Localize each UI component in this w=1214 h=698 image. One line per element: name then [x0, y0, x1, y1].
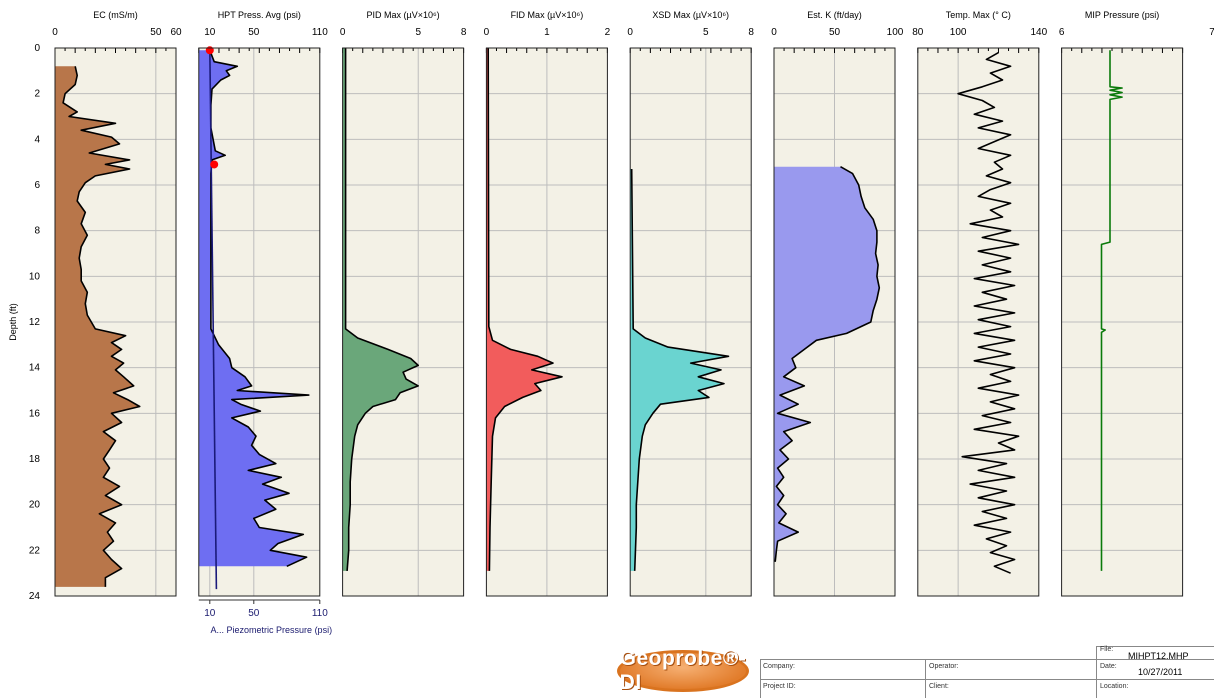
y-tick-label: 10	[29, 271, 41, 282]
y-tick-label: 18	[29, 454, 41, 465]
client-label: Client:	[929, 683, 949, 690]
x-tick-label: 110	[312, 27, 328, 38]
y-tick-label: 2	[34, 89, 40, 100]
x-tick-label: 6	[1059, 27, 1065, 38]
x-tick-label: 1	[544, 27, 550, 38]
date-value: 10/27/2011	[1138, 667, 1183, 677]
panel-frame-hpt	[198, 47, 321, 597]
x-tick-label: 2	[605, 27, 611, 38]
x-tick-label: 50	[829, 27, 841, 38]
y-tick-label: 12	[29, 317, 41, 328]
x-tick-label: 5	[703, 27, 709, 38]
company-label: Company:	[763, 663, 795, 670]
y-tick-label: 22	[29, 545, 41, 556]
panel-title-pid: PID Max (µV×10⁶)	[367, 10, 440, 20]
panel-frame-ec	[54, 47, 177, 597]
y-axis-label: Depth (ft)	[8, 303, 18, 341]
x-tick-label: 140	[1030, 27, 1047, 38]
file-value: MIHPT12.MHP	[1128, 651, 1189, 661]
x-tick-label: 100	[950, 27, 967, 38]
panel-title-hpt: HPT Press. Avg (psi)	[218, 10, 301, 20]
date-label: Date:	[1100, 663, 1117, 670]
x-tick-label: 50	[248, 27, 260, 38]
y-tick-label: 14	[29, 363, 41, 374]
y-tick-label: 0	[34, 43, 40, 54]
info-block: File: MIHPT12.MHP Company: Operator: Dat…	[760, 646, 1214, 698]
x-tick-label: 50	[150, 27, 162, 38]
y-tick-label: 6	[34, 180, 40, 191]
secondary-axis-title: A... Piezometric Pressure (psi)	[211, 625, 333, 635]
y-tick-label: 4	[34, 134, 40, 145]
series-fill-hpt	[198, 50, 309, 567]
x-tick-label: 0	[484, 27, 490, 38]
panel-title-estk: Est. K (ft/day)	[807, 10, 862, 20]
y-tick-label: 24	[29, 591, 41, 602]
x-tick-label: 5	[415, 27, 421, 38]
panel-frame-xsd	[629, 47, 752, 597]
operator-label: Operator:	[929, 663, 959, 670]
project-label: Project ID:	[763, 683, 796, 690]
location-label: Location:	[1100, 683, 1129, 690]
x-tick-label: 8	[461, 27, 467, 38]
secondary-tick-label: 10	[204, 608, 216, 619]
series-fill-ec	[55, 66, 140, 587]
y-tick-label: 20	[29, 500, 41, 511]
file-label: File:	[1100, 646, 1114, 653]
panel-title-xsd: XSD Max (µV×10⁶)	[652, 10, 729, 20]
panel-frame-estk	[773, 47, 896, 597]
series-line-mip	[1100, 50, 1123, 571]
x-tick-label: 80	[912, 27, 924, 38]
x-tick-label: 0	[771, 27, 777, 38]
series-line-pid	[344, 48, 420, 571]
pressure-marker	[210, 160, 219, 169]
secondary-tick-label: 110	[312, 608, 328, 619]
x-tick-label: 60	[170, 27, 182, 38]
x-tick-label: 0	[627, 27, 633, 38]
x-tick-label-partial: 7	[1209, 27, 1214, 38]
series-line-fid	[487, 47, 563, 571]
series-fill-estk	[774, 166, 880, 562]
geoprobe-logo: Geoprobe®-DI	[617, 647, 749, 694]
series-fill-xsd	[630, 169, 729, 571]
series-line-estk	[774, 166, 881, 562]
x-tick-label: 100	[887, 27, 904, 38]
secondary-tick-label: 50	[248, 608, 260, 619]
y-tick-label: 16	[29, 408, 41, 419]
pressure-marker	[205, 46, 214, 55]
panel-frame-fid	[485, 47, 608, 597]
panel-frame-temp	[917, 47, 1040, 597]
panel-title-fid: FID Max (µV×10⁶)	[511, 10, 584, 20]
panel-title-ec: EC (mS/m)	[93, 10, 138, 20]
piezometric-line	[209, 47, 218, 590]
panel-frame-pid	[342, 47, 465, 597]
series-line-temp	[957, 51, 1020, 574]
x-tick-label: 10	[204, 27, 216, 38]
panel-frame-mip	[1061, 47, 1184, 597]
logo-text: Geoprobe®-DI	[619, 647, 747, 694]
x-tick-label: 8	[748, 27, 754, 38]
series-line-ec	[62, 66, 141, 587]
panel-title-temp: Temp. Max (° C)	[946, 10, 1011, 20]
x-tick-label: 0	[52, 27, 58, 38]
y-tick-label: 8	[34, 226, 40, 237]
x-tick-label: 0	[340, 27, 346, 38]
series-line-xsd	[630, 168, 730, 571]
panel-title-mip: MIP Pressure (psi)	[1085, 10, 1159, 20]
